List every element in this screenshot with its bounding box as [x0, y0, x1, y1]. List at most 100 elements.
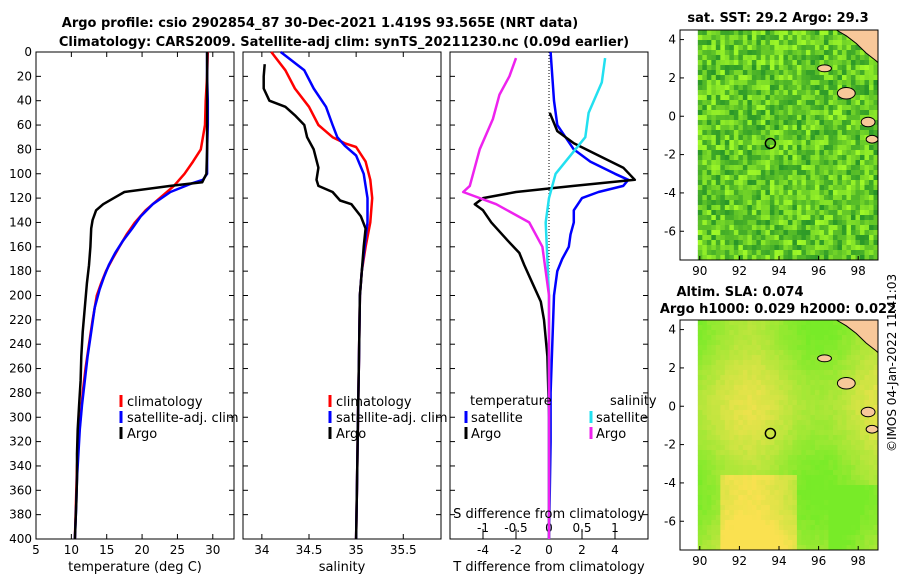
map-cell — [747, 495, 753, 501]
map-cell — [706, 475, 712, 481]
map-cell — [873, 385, 879, 391]
map-cell — [697, 190, 703, 196]
map-cell — [855, 410, 861, 416]
map-cell — [702, 75, 708, 81]
map-cell — [751, 440, 757, 446]
map-cell — [711, 120, 717, 126]
map-island — [860, 406, 876, 418]
map-cell — [832, 130, 838, 136]
map-cell — [756, 385, 762, 391]
map-cell — [756, 245, 762, 251]
map-cell — [859, 245, 865, 251]
map-cell — [873, 160, 879, 166]
map-cell — [765, 495, 771, 501]
map-cell — [850, 385, 856, 391]
map-cell — [747, 435, 753, 441]
map-cell — [747, 485, 753, 491]
map-cell — [805, 330, 811, 336]
map-cell — [729, 145, 735, 151]
map-cell — [841, 200, 847, 206]
map-cell — [796, 455, 802, 461]
map-cell — [751, 210, 757, 216]
temperature-profile-panel: 5 10 15 20 25 3002040608010012014016018020022… — [9, 45, 239, 575]
map-cell — [711, 180, 717, 186]
map-cell — [760, 480, 766, 486]
map-cell — [724, 110, 730, 116]
map-cell — [702, 120, 708, 126]
map-cell — [715, 165, 721, 171]
map-cell — [765, 185, 771, 191]
map-cell — [747, 145, 753, 151]
map-cell — [828, 250, 834, 256]
map-cell — [751, 200, 757, 206]
legend-label-argo: Argo — [336, 427, 366, 442]
map-cell — [837, 445, 843, 451]
map-cell — [760, 520, 766, 526]
map-cell — [715, 440, 721, 446]
map-cell — [805, 375, 811, 381]
map-cell — [850, 105, 856, 111]
map-cell — [828, 500, 834, 506]
map-cell — [810, 435, 816, 441]
map-cell — [760, 225, 766, 231]
map-cell — [792, 485, 798, 491]
map-cell — [720, 230, 726, 236]
map-cell — [711, 155, 717, 161]
map-cell — [769, 170, 775, 176]
map-cell — [819, 475, 825, 481]
map-cell — [823, 435, 829, 441]
map-cell — [868, 470, 874, 476]
map-cell — [738, 400, 744, 406]
map-cell — [724, 210, 730, 216]
map-cell — [765, 425, 771, 431]
map-cell — [873, 170, 879, 176]
map-cell — [783, 125, 789, 131]
map-cell — [697, 240, 703, 246]
map-cell — [697, 485, 703, 491]
map-cell — [873, 250, 879, 256]
map-cell — [702, 45, 708, 51]
map-cell — [805, 395, 811, 401]
map-cell — [823, 150, 829, 156]
map-cell — [855, 475, 861, 481]
map-cell — [828, 405, 834, 411]
map-cell — [814, 120, 820, 126]
map-cell — [697, 430, 703, 436]
map-cell — [850, 485, 856, 491]
map-cell — [778, 30, 784, 36]
map-cell — [841, 220, 847, 226]
map-cell — [796, 400, 802, 406]
map-cell — [711, 400, 717, 406]
map-cell — [823, 115, 829, 121]
map-cell — [702, 340, 708, 346]
map-cell — [729, 125, 735, 131]
map-cell — [841, 185, 847, 191]
map-cell — [873, 450, 879, 456]
map-cell — [850, 430, 856, 436]
map-cell — [765, 455, 771, 461]
map-cell — [733, 165, 739, 171]
map-cell — [778, 125, 784, 131]
map-cell — [729, 545, 735, 551]
sst-map-title: sat. SST: 29.2 Argo: 29.3 — [687, 11, 868, 26]
map-cell — [747, 425, 753, 431]
map-cell — [783, 205, 789, 211]
map-cell — [765, 420, 771, 426]
map-cell — [864, 455, 870, 461]
map-cell — [783, 80, 789, 86]
map-cell — [868, 195, 874, 201]
map-cell — [751, 180, 757, 186]
map-cell — [787, 240, 793, 246]
map-cell — [720, 345, 726, 351]
map-cell — [814, 460, 820, 466]
map-cell — [796, 450, 802, 456]
map-cell — [711, 65, 717, 71]
map-cell — [738, 445, 744, 451]
map-cell — [859, 400, 865, 406]
map-cell — [855, 100, 861, 106]
map-cell — [697, 500, 703, 506]
map-cell — [742, 350, 748, 356]
map-cell — [715, 75, 721, 81]
map-cell — [796, 70, 802, 76]
map-cell — [828, 190, 834, 196]
